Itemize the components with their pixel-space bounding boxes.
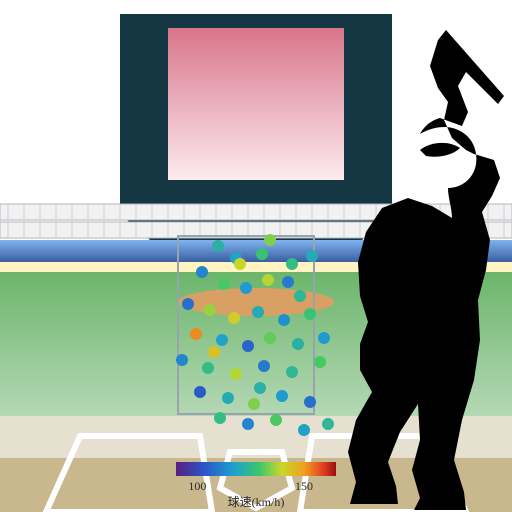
pitch-point [262,274,274,286]
pitch-point [222,392,234,404]
colorbar-tick: 100 [188,479,206,493]
pitch-point [256,248,268,260]
pitch-point [242,418,254,430]
pitch-location-chart: 100 150 球速(km/h) [0,0,512,512]
pitch-point [252,306,264,318]
pitch-point [230,368,242,380]
pitch-point [318,332,330,344]
pitch-point [286,258,298,270]
pitch-point [294,290,306,302]
pitch-point [234,258,246,270]
pitch-point [240,282,252,294]
pitch-point [190,328,202,340]
pitch-point [214,412,226,424]
pitch-point [248,398,260,410]
pitch-point [202,362,214,374]
pitch-point [264,234,276,246]
pitch-point [270,414,282,426]
pitch-point [176,354,188,366]
pitch-point [304,308,316,320]
pitch-point [204,304,216,316]
pitch-point [322,418,334,430]
colorbar-gradient [176,462,336,476]
pitch-point [182,298,194,310]
pitch-point [242,340,254,352]
colorbar-tick: 150 [295,479,313,493]
pitch-point [228,312,240,324]
pitch-point [212,240,224,252]
pitch-point [196,266,208,278]
pitch-point [278,314,290,326]
pitch-point [304,396,316,408]
pitch-point [314,356,326,368]
pitch-point [216,334,228,346]
pitch-point [276,390,288,402]
pitch-point [218,278,230,290]
pitch-point [264,332,276,344]
pitch-point [282,276,294,288]
pitch-point [306,250,318,262]
pitch-point [208,346,220,358]
pitch-point [258,360,270,372]
pitch-point [298,424,310,436]
pitch-point [286,366,298,378]
pitch-point [194,386,206,398]
pitch-point [254,382,266,394]
colorbar-label: 球速(km/h) [228,495,285,509]
pitch-point [292,338,304,350]
